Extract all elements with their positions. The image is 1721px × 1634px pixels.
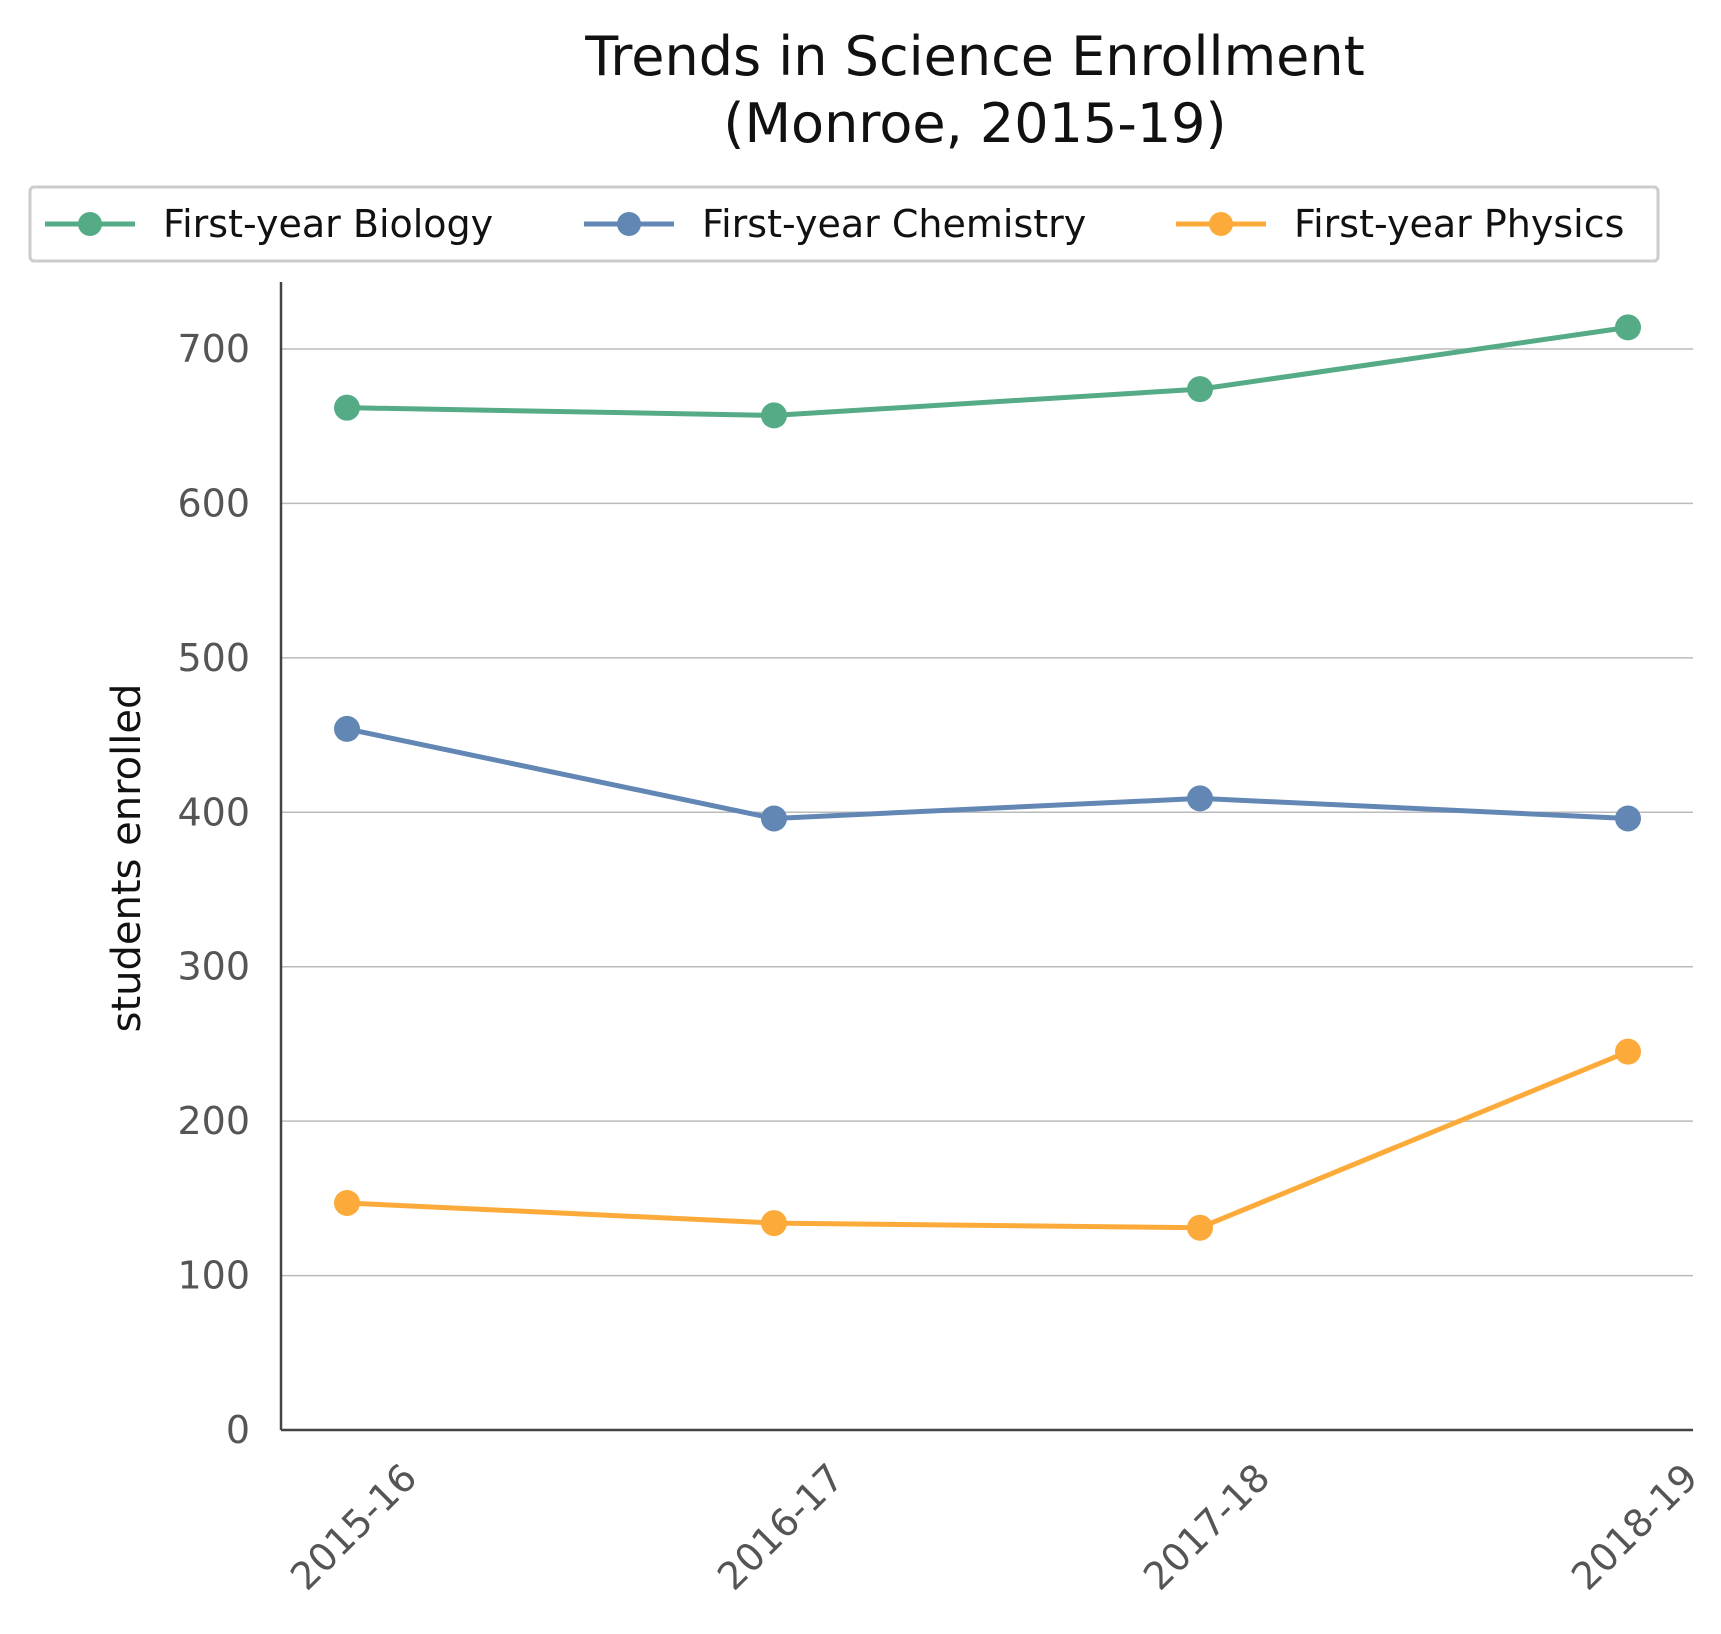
y-tick-label: 100 bbox=[177, 1254, 250, 1298]
data-point bbox=[1615, 805, 1641, 832]
legend-marker bbox=[78, 212, 102, 236]
legend-box bbox=[28, 185, 1660, 263]
series-3 bbox=[334, 1038, 1641, 1241]
data-point bbox=[334, 715, 360, 742]
data-point bbox=[1187, 376, 1213, 403]
legend-marker bbox=[1209, 212, 1233, 236]
x-tick-label: 2015-16 bbox=[282, 1455, 425, 1598]
data-point bbox=[761, 1210, 787, 1237]
legend-label: First-year Biology bbox=[163, 202, 493, 246]
series-line bbox=[346, 1049, 1629, 1231]
x-axis-ticks: 2015-16 2016-17 2017-18 2018-19 bbox=[282, 1455, 1706, 1598]
series-1 bbox=[334, 314, 1641, 429]
series-line bbox=[346, 324, 1629, 418]
legend-label: First-year Physics bbox=[1294, 202, 1624, 246]
y-tick-label: 600 bbox=[177, 481, 250, 525]
data-point bbox=[334, 394, 360, 421]
x-tick-label: 2018-19 bbox=[1563, 1455, 1706, 1598]
data-point bbox=[1187, 1214, 1213, 1241]
y-tick-label: 300 bbox=[177, 945, 250, 989]
legend: First-year Biology First-year Chemistry Fi… bbox=[28, 185, 1660, 263]
y-tick-label: 700 bbox=[177, 327, 250, 371]
x-tick-label: 2017-18 bbox=[1135, 1455, 1278, 1598]
y-tick-label: 0 bbox=[226, 1408, 250, 1452]
data-point bbox=[1615, 1038, 1641, 1065]
y-tick-label: 200 bbox=[177, 1099, 250, 1143]
legend-marker bbox=[617, 212, 641, 236]
data-point bbox=[1187, 785, 1213, 812]
data-point bbox=[761, 805, 787, 832]
legend-label: First-year Chemistry bbox=[702, 202, 1086, 246]
data-point bbox=[1615, 314, 1641, 341]
y-tick-label: 400 bbox=[177, 790, 250, 834]
series-line bbox=[346, 726, 1629, 821]
series-2 bbox=[334, 715, 1641, 832]
y-axis-label: students enrolled bbox=[104, 684, 150, 1033]
series-group bbox=[334, 314, 1641, 1241]
y-tick-label: 500 bbox=[177, 636, 250, 680]
data-point bbox=[761, 402, 787, 429]
data-point bbox=[334, 1189, 360, 1216]
chart-title-line-2: (Monroe, 2015-19) bbox=[723, 92, 1226, 155]
x-tick-label: 2016-17 bbox=[709, 1455, 852, 1598]
chart-title-line-1: Trends in Science Enrollment bbox=[584, 25, 1365, 88]
y-axis-ticks: 0 100 200 300 400 500 600 700 bbox=[177, 327, 250, 1452]
